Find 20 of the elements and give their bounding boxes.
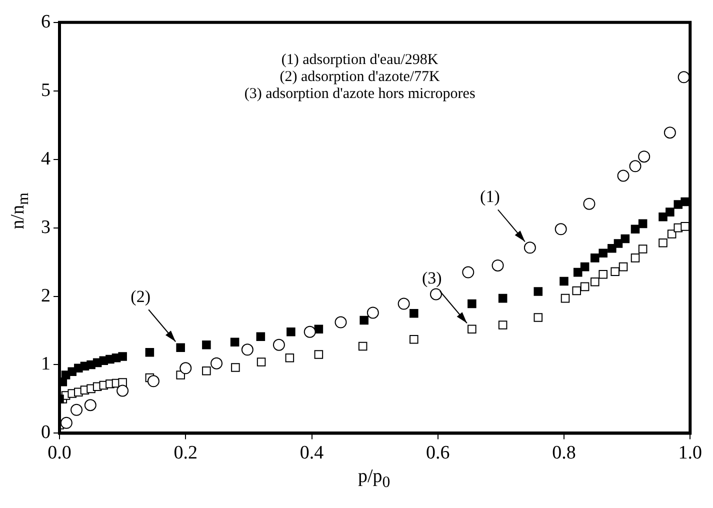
annotation: (1) adsorption d'eau/298K [281, 52, 438, 68]
x-tick-label: 0.4 [300, 442, 324, 464]
y-tick-label: 5 [41, 80, 50, 101]
x-axis-title: p/p$_{0}$ [358, 466, 390, 492]
annotation: (3) adsorption d'azote hors micropores [244, 86, 476, 102]
y-tick-label: 1 [41, 354, 50, 375]
x-tick-label: 0.6 [426, 442, 450, 464]
x-tick-label: 0.8 [552, 442, 576, 464]
annotation: (1) [480, 187, 500, 206]
annotation: (2) [130, 287, 150, 306]
y-tick-label: 4 [41, 148, 51, 170]
y-tick-label: 0 [41, 422, 50, 444]
x-tick-label: 1.0 [678, 442, 702, 464]
x-tick-label: 0.2 [174, 442, 198, 464]
y-tick-label: 3 [41, 216, 50, 238]
annotation: (2) adsorption d'azote/77K [280, 68, 440, 85]
y-tick-label: 2 [41, 285, 50, 306]
annotation: (3) [422, 268, 442, 288]
y-tick-label: 6 [41, 11, 50, 32]
x-tick-label: 0.0 [48, 442, 72, 464]
